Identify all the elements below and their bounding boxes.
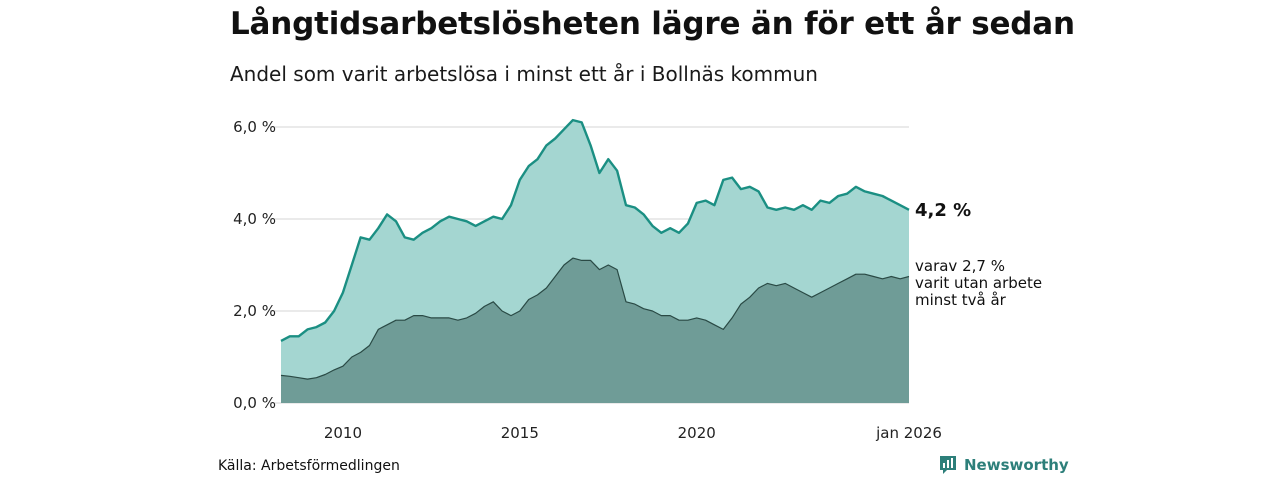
- series-area-2: [281, 258, 909, 403]
- series-areas: [281, 120, 909, 403]
- source-note: Källa: Arbetsförmedlingen: [218, 458, 400, 474]
- x-tick-label: 2015: [501, 424, 539, 442]
- chart-title: Långtidsarbetslösheten lägre än för ett …: [230, 6, 1075, 42]
- x-tick-label: jan 2026: [875, 424, 942, 442]
- y-tick-label: 6,0 %: [233, 118, 276, 136]
- end-label-long-line: varav 2,7 %: [915, 257, 1005, 275]
- chart-subtitle: Andel som varit arbetslösa i minst ett å…: [230, 62, 818, 86]
- bar-chart-icon: [940, 456, 956, 474]
- brand-name: Newsworthy: [964, 456, 1069, 474]
- x-axis-ticks: 2010 2015 2020 jan 2026: [324, 424, 942, 442]
- y-tick-label: 4,0 %: [233, 210, 276, 228]
- x-tick-label: 2010: [324, 424, 362, 442]
- y-tick-label: 0,0 %: [233, 394, 276, 412]
- y-axis-ticks: 0,0 % 2,0 % 4,0 % 6,0 %: [233, 118, 276, 412]
- series-line-2: [280, 257, 910, 380]
- end-label-long-line: minst två år: [915, 291, 1007, 309]
- end-label-long-line: varit utan arbete: [915, 274, 1042, 292]
- y-tick-label: 2,0 %: [233, 302, 276, 320]
- end-label-total: 4,2 %: [915, 200, 971, 221]
- x-tick-label: 2020: [678, 424, 716, 442]
- series-line-1: [280, 118, 910, 342]
- series-lines: [280, 118, 910, 380]
- newsworthy-logo[interactable]: Newsworthy: [938, 454, 1069, 476]
